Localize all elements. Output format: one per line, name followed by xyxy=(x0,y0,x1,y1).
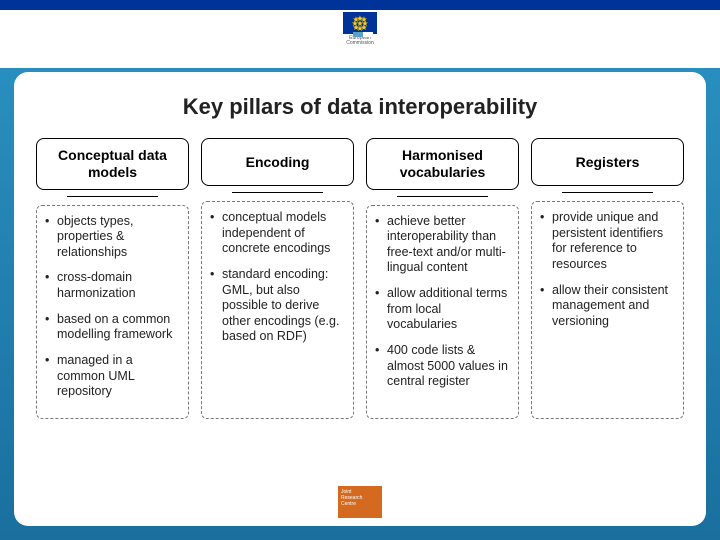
col-divider xyxy=(232,192,324,193)
col-header: Harmonised vocabularies xyxy=(366,138,519,190)
bullet: managed in a common UML repository xyxy=(45,353,180,400)
bullet: cross-domain harmonization xyxy=(45,270,180,301)
col-body: objects types, properties & relationship… xyxy=(36,205,189,419)
header-band: EuropeanCommission xyxy=(0,0,720,68)
col-body: conceptual models independent of concret… xyxy=(201,201,354,419)
bullet: provide unique and persistent identifier… xyxy=(540,210,675,273)
col-body: achieve better interoperability than fre… xyxy=(366,205,519,419)
bullet: based on a common modelling framework xyxy=(45,312,180,343)
ec-logo: EuropeanCommission xyxy=(335,12,385,60)
bullet: allow additional terms from local vocabu… xyxy=(375,286,510,333)
col-divider xyxy=(397,196,489,197)
col-divider xyxy=(562,192,654,193)
col-vocabularies: Harmonised vocabularies achieve better i… xyxy=(366,138,519,419)
col-header: Registers xyxy=(531,138,684,186)
bullet: 400 code lists & almost 5000 values in c… xyxy=(375,343,510,390)
content-card: Key pillars of data interoperability Con… xyxy=(14,72,706,526)
jrc-badge: Joint Research Centre xyxy=(338,486,382,518)
col-registers: Registers provide unique and persistent … xyxy=(531,138,684,419)
slide-title: Key pillars of data interoperability xyxy=(36,94,684,120)
col-header: Conceptual data models xyxy=(36,138,189,190)
bullet: allow their consistent management and ve… xyxy=(540,283,675,330)
ec-caption: EuropeanCommission xyxy=(346,36,374,46)
slide: EuropeanCommission Key pillars of data i… xyxy=(0,0,720,540)
header-blue-bar xyxy=(0,0,720,10)
col-header: Encoding xyxy=(201,138,354,186)
eu-flag-icon xyxy=(343,12,377,34)
col-divider xyxy=(67,196,159,197)
bullet: standard encoding: GML, but also possibl… xyxy=(210,267,345,345)
bullet: objects types, properties & relationship… xyxy=(45,214,180,261)
columns: Conceptual data models objects types, pr… xyxy=(36,138,684,419)
bullet: conceptual models independent of concret… xyxy=(210,210,345,257)
col-conceptual: Conceptual data models objects types, pr… xyxy=(36,138,189,419)
col-body: provide unique and persistent identifier… xyxy=(531,201,684,419)
flag-flare-icon xyxy=(353,32,373,37)
col-encoding: Encoding conceptual models independent o… xyxy=(201,138,354,419)
bullet: achieve better interoperability than fre… xyxy=(375,214,510,277)
